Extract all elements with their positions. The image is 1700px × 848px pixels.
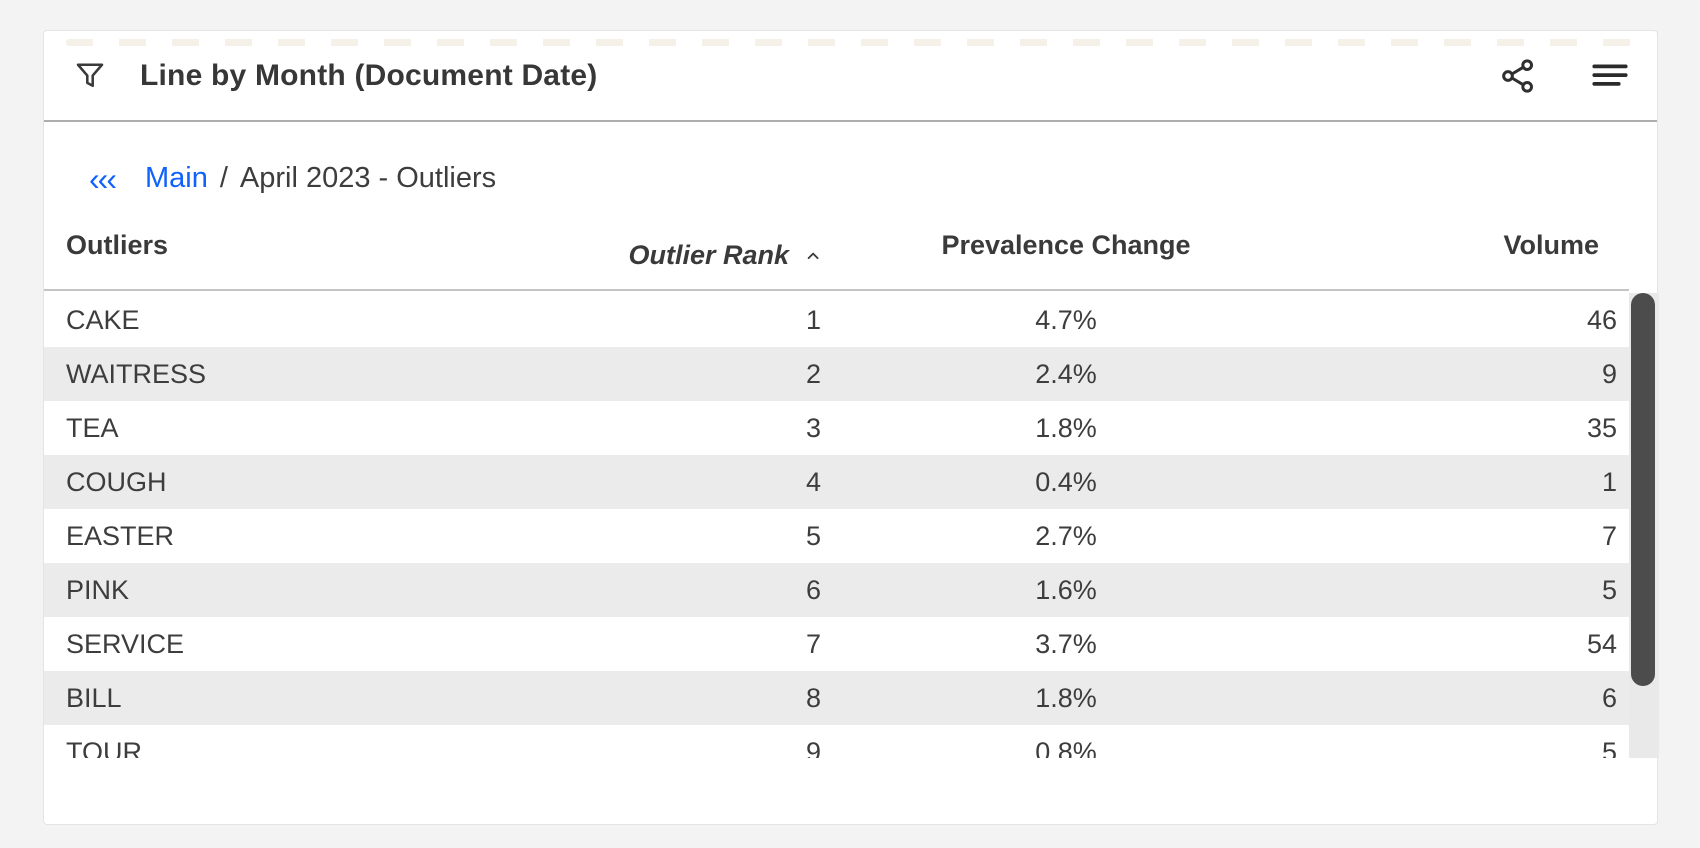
cell-outlier-rank: 1 <box>805 304 821 335</box>
column-header-outlier-rank[interactable]: Outlier Rank <box>426 240 821 271</box>
cell-prevalence-change: 0.4% <box>1035 466 1097 497</box>
cell-volume: 54 <box>1586 628 1617 659</box>
cell-outlier-rank: 5 <box>805 520 821 551</box>
cell-volume: 46 <box>1586 304 1617 335</box>
vertical-scrollbar-track[interactable] <box>1629 293 1659 758</box>
breadcrumb-link-main[interactable]: Main <box>144 161 208 194</box>
cell-prevalence-change: 3.7% <box>1035 628 1097 659</box>
table-row[interactable]: TEA 3 1.8% 35 <box>44 401 1629 455</box>
header-actions <box>1495 53 1657 99</box>
table-row[interactable]: COUGH 4 0.4% 1 <box>44 455 1629 509</box>
cell-outlier-rank: 2 <box>805 358 821 389</box>
cell-outlier-rank: 4 <box>805 466 821 497</box>
cell-volume: 7 <box>1601 520 1617 551</box>
cell-outlier: COUGH <box>66 466 167 497</box>
table-row[interactable]: EASTER 5 2.7% 7 <box>44 509 1629 563</box>
widget-header: Line by Month (Document Date) <box>44 31 1657 122</box>
cell-volume: 35 <box>1586 412 1617 443</box>
widget-card: Line by Month (Document Date) <box>43 30 1659 825</box>
column-header-outliers[interactable]: Outliers <box>66 229 169 260</box>
cell-prevalence-change: 1.8% <box>1035 412 1097 443</box>
cell-outlier: TOUR <box>66 736 143 759</box>
breadcrumb: ‹‹‹ Main / April 2023 - Outliers <box>89 161 497 197</box>
vertical-scrollbar-thumb[interactable] <box>1631 293 1655 686</box>
cell-volume: 5 <box>1601 736 1617 759</box>
cell-outlier-rank: 3 <box>805 412 821 443</box>
cell-prevalence-change: 2.4% <box>1035 358 1097 389</box>
cell-outlier: TEA <box>66 412 119 443</box>
cell-prevalence-change: 0.8% <box>1035 736 1097 759</box>
table-row[interactable]: WAITRESS 2 2.4% 9 <box>44 347 1629 401</box>
table-row[interactable]: TOUR 9 0.8% 5 <box>44 725 1629 758</box>
cell-outlier: SERVICE <box>66 628 185 659</box>
cell-outlier: PINK <box>66 574 130 605</box>
cell-volume: 5 <box>1601 574 1617 605</box>
table-row[interactable]: SERVICE 7 3.7% 54 <box>44 617 1629 671</box>
sort-asc-icon <box>805 250 821 262</box>
cell-outlier-rank: 7 <box>805 628 821 659</box>
cell-outlier-rank: 8 <box>805 682 821 713</box>
cell-volume: 6 <box>1601 682 1617 713</box>
widget-title: Line by Month (Document Date) <box>140 58 598 92</box>
table-row[interactable]: PINK 6 1.6% 5 <box>44 563 1629 617</box>
column-header-volume[interactable]: Volume <box>1503 229 1599 260</box>
table-row[interactable]: BILL 8 1.8% 6 <box>44 671 1629 725</box>
cell-outlier-rank: 9 <box>805 736 821 759</box>
share-icon[interactable] <box>1495 53 1541 99</box>
breadcrumb-current: April 2023 - Outliers <box>239 161 497 194</box>
cell-outlier: WAITRESS <box>66 358 207 389</box>
cell-outlier: EASTER <box>66 520 175 551</box>
drag-handle-dashes <box>66 39 1635 46</box>
breadcrumb-back-icon[interactable]: ‹‹‹ <box>89 161 117 197</box>
cell-prevalence-change: 1.6% <box>1035 574 1097 605</box>
cell-prevalence-change: 2.7% <box>1035 520 1097 551</box>
breadcrumb-separator: / <box>219 161 228 194</box>
cell-prevalence-change: 1.8% <box>1035 682 1097 713</box>
column-header-prevalence-change[interactable]: Prevalence Change <box>941 229 1191 260</box>
cell-outlier: BILL <box>66 682 122 713</box>
filter-icon[interactable] <box>70 56 110 96</box>
table-header-row: Outliers Outlier Rank Prevalence Change … <box>44 201 1629 291</box>
cell-prevalence-change: 4.7% <box>1035 304 1097 335</box>
cell-volume: 9 <box>1601 358 1617 389</box>
cell-volume: 1 <box>1601 466 1617 497</box>
cell-outlier-rank: 6 <box>805 574 821 605</box>
table-row[interactable]: CAKE 1 4.7% 46 <box>44 293 1629 347</box>
cell-outlier: CAKE <box>66 304 140 335</box>
hamburger-menu-icon[interactable] <box>1587 53 1633 99</box>
table-body: CAKE 1 4.7% 46 WAITRESS 2 2.4% 9 TEA 3 1… <box>44 293 1629 758</box>
